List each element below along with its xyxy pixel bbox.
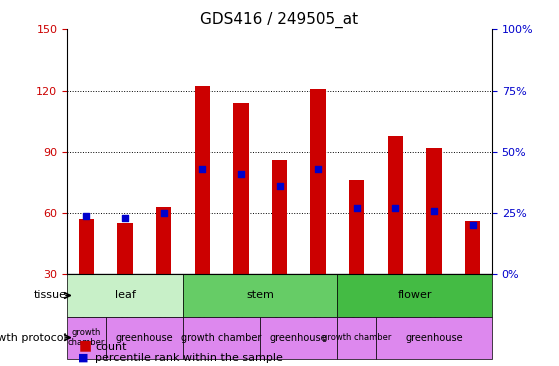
Text: count: count [95, 341, 126, 351]
Bar [195, 86, 210, 274]
Text: percentile rank within the sample: percentile rank within the sample [95, 352, 283, 362]
Text: growth chamber: growth chamber [181, 333, 262, 343]
Text: stem: stem [247, 291, 274, 300]
Point [314, 166, 323, 172]
Bar [310, 89, 326, 274]
FancyBboxPatch shape [67, 317, 106, 359]
Point [159, 210, 168, 216]
FancyBboxPatch shape [106, 317, 183, 359]
Bar [117, 223, 132, 274]
FancyBboxPatch shape [67, 274, 183, 317]
Point [121, 215, 130, 221]
Text: flower: flower [397, 291, 432, 300]
Point [236, 171, 245, 177]
Text: ■: ■ [78, 352, 89, 362]
FancyBboxPatch shape [260, 317, 338, 359]
Point [429, 208, 438, 214]
FancyBboxPatch shape [376, 317, 492, 359]
Title: GDS416 / 249505_at: GDS416 / 249505_at [201, 12, 358, 28]
Bar [427, 148, 442, 274]
Point [275, 183, 284, 189]
Point [352, 205, 361, 211]
Text: leaf: leaf [115, 291, 135, 300]
Bar [156, 207, 172, 274]
FancyBboxPatch shape [183, 274, 338, 317]
Text: greenhouse: greenhouse [270, 333, 328, 343]
Text: growth
chamber: growth chamber [68, 328, 105, 347]
Text: greenhouse: greenhouse [405, 333, 463, 343]
Bar [387, 135, 403, 274]
Text: growth protocol: growth protocol [0, 333, 67, 343]
FancyBboxPatch shape [338, 317, 376, 359]
Text: growth chamber: growth chamber [322, 333, 391, 342]
Text: ■: ■ [78, 339, 91, 352]
Text: tissue: tissue [34, 291, 67, 300]
Text: greenhouse: greenhouse [116, 333, 173, 343]
Bar [349, 180, 364, 274]
Bar [465, 221, 480, 274]
Point [198, 166, 207, 172]
Bar [272, 160, 287, 274]
Point [82, 213, 91, 219]
Bar [79, 219, 94, 274]
FancyBboxPatch shape [338, 274, 492, 317]
Point [468, 223, 477, 228]
Point [391, 205, 400, 211]
Bar [233, 103, 249, 274]
FancyBboxPatch shape [183, 317, 260, 359]
